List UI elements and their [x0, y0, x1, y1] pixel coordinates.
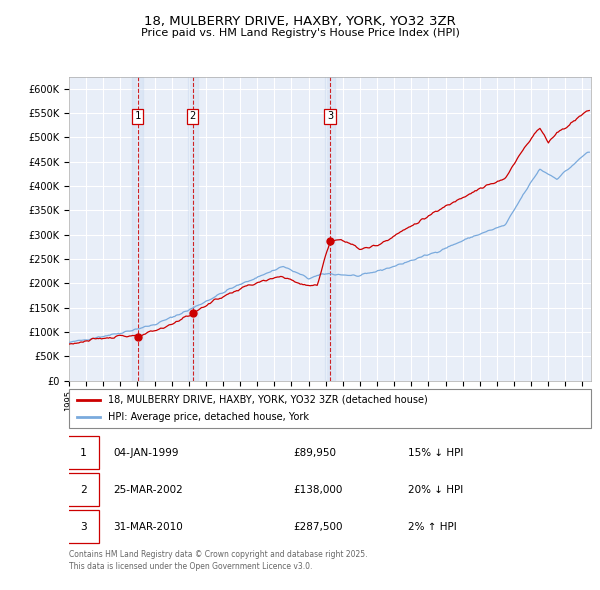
Text: 04-JAN-1999: 04-JAN-1999 — [113, 448, 179, 458]
Text: 1: 1 — [80, 448, 86, 458]
Text: Contains HM Land Registry data © Crown copyright and database right 2025.: Contains HM Land Registry data © Crown c… — [69, 550, 367, 559]
FancyBboxPatch shape — [67, 510, 99, 543]
Text: 18, MULBERRY DRIVE, HAXBY, YORK, YO32 3ZR (detached house): 18, MULBERRY DRIVE, HAXBY, YORK, YO32 3Z… — [108, 395, 428, 405]
Text: 2: 2 — [80, 485, 86, 494]
Text: 15% ↓ HPI: 15% ↓ HPI — [409, 448, 464, 458]
Bar — [325, 77, 335, 381]
Text: HPI: Average price, detached house, York: HPI: Average price, detached house, York — [108, 412, 309, 422]
Text: 25-MAR-2002: 25-MAR-2002 — [113, 485, 183, 494]
Text: 2: 2 — [190, 111, 196, 121]
Text: £287,500: £287,500 — [293, 522, 343, 532]
Text: This data is licensed under the Open Government Licence v3.0.: This data is licensed under the Open Gov… — [69, 562, 313, 571]
Text: 3: 3 — [80, 522, 86, 532]
Text: 3: 3 — [327, 111, 333, 121]
Text: Price paid vs. HM Land Registry's House Price Index (HPI): Price paid vs. HM Land Registry's House … — [140, 28, 460, 38]
FancyBboxPatch shape — [69, 389, 591, 428]
Text: £138,000: £138,000 — [293, 485, 343, 494]
Bar — [133, 77, 143, 381]
Text: 18, MULBERRY DRIVE, HAXBY, YORK, YO32 3ZR: 18, MULBERRY DRIVE, HAXBY, YORK, YO32 3Z… — [144, 15, 456, 28]
FancyBboxPatch shape — [67, 473, 99, 506]
Text: 31-MAR-2010: 31-MAR-2010 — [113, 522, 183, 532]
Text: £89,950: £89,950 — [293, 448, 337, 458]
Text: 1: 1 — [134, 111, 141, 121]
Text: 2% ↑ HPI: 2% ↑ HPI — [409, 522, 457, 532]
Text: 20% ↓ HPI: 20% ↓ HPI — [409, 485, 464, 494]
Bar — [188, 77, 198, 381]
FancyBboxPatch shape — [67, 437, 99, 469]
